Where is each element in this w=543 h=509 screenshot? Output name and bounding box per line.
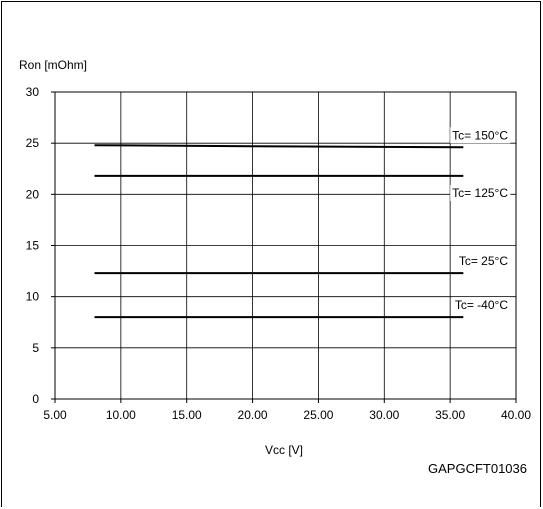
y-tick-label: 20 [26,187,40,201]
x-tick-label: 5.00 [43,408,67,422]
x-tick-label: 15.00 [172,408,202,422]
series-label-bg [452,297,511,314]
y-tick-label: 10 [26,290,40,304]
series-labels: Tc= 150°C Tc= 125°C Tc= 25°C Tc= -40°C [450,127,511,314]
y-tick-label: 15 [26,239,40,253]
x-tick-label: 30.00 [369,408,399,422]
y-tick-label: 0 [32,392,39,406]
series-label-bg [456,253,511,270]
x-tick-label: 25.00 [303,408,333,422]
y-tick-label: 30 [26,85,40,99]
series-label-3: Tc= 25°C [459,254,508,268]
x-tick-label: 20.00 [238,408,268,422]
y-tick-label: 5 [32,341,39,355]
series-label-2: Tc= 125°C [452,186,508,200]
x-tick-label: 35.00 [435,408,465,422]
grid [55,92,516,399]
x-tick-label: 10.00 [106,408,136,422]
series-label-4: Tc= -40°C [455,298,508,312]
series-line-1 [94,144,464,149]
axis-ticks: 5.00 10.00 15.00 20.00 25.00 30.00 35.00 40.00 0… [26,85,532,422]
figure-code: GAPGCFT01036 [428,461,527,476]
y-axis-label: Ron [mOhm] [19,58,87,72]
y-tick-label: 25 [26,136,40,150]
series-label-bg [450,127,511,144]
series-label-1: Tc= 150°C [452,128,508,142]
x-axis-label: Vcc [V] [265,443,303,457]
series-lines [94,144,464,319]
x-tick-label: 40.00 [501,408,531,422]
series-label-bg [450,184,511,201]
